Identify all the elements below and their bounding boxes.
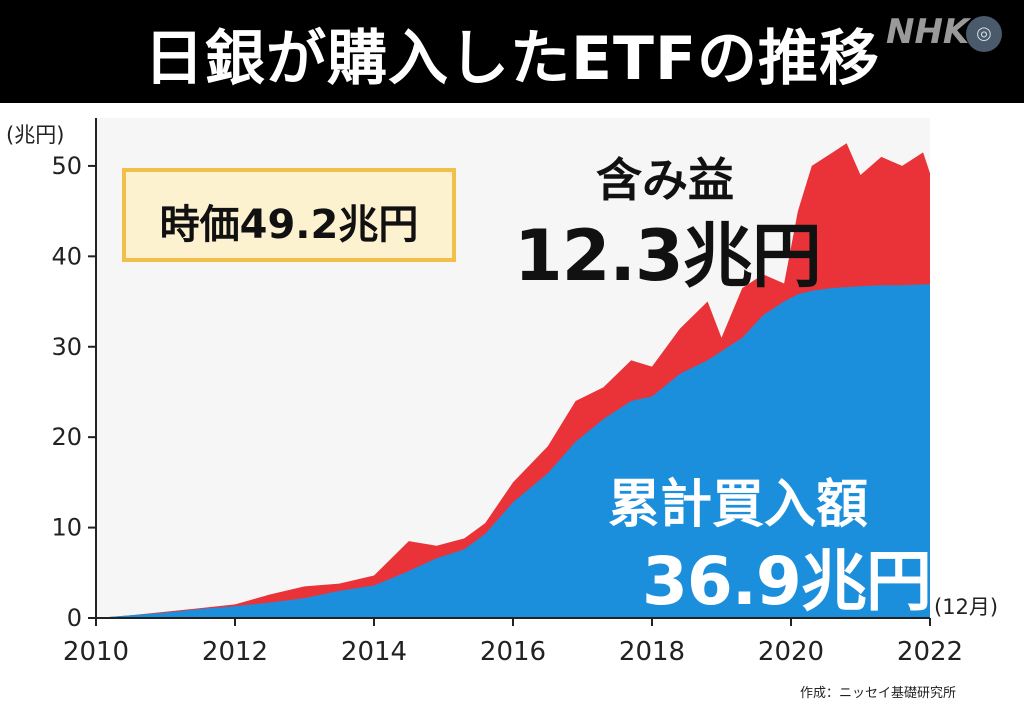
x-tick-label: 2018 xyxy=(619,637,685,667)
x-tick-label: 2022 xyxy=(897,637,963,667)
y-tick-label: 40 xyxy=(51,242,82,270)
y-tick-label: 20 xyxy=(51,423,82,451)
nhk-logo: NHK xyxy=(886,12,970,52)
y-tick-label: 10 xyxy=(51,514,82,542)
y-tick-label: 0 xyxy=(67,604,82,632)
x-axis-unit: (12月) xyxy=(934,595,998,619)
cumulative-purchase-value: 36.9兆円 xyxy=(642,543,932,620)
cumulative-purchase-area xyxy=(96,284,930,618)
y-tick-label: 30 xyxy=(51,333,82,361)
y-axis-unit: (兆円) xyxy=(6,123,64,147)
market-value-text: 時価49.2兆円 xyxy=(159,202,419,248)
unrealized-gain-value: 12.3兆円 xyxy=(514,215,822,297)
title-bar xyxy=(0,0,1024,103)
x-tick-label: 2010 xyxy=(63,637,129,667)
x-tick-label: 2014 xyxy=(341,637,407,667)
watermark-icon: ◎ xyxy=(966,16,1002,52)
y-tick-label: 50 xyxy=(51,152,82,180)
x-tick-label: 2012 xyxy=(202,637,268,667)
x-tick-label: 2016 xyxy=(480,637,546,667)
source-note: 作成：ニッセイ基礎研究所 xyxy=(800,686,957,701)
market-value-box: 時価49.2兆円 xyxy=(122,168,456,262)
x-tick-label: 2020 xyxy=(758,637,824,667)
chart-title: 日銀が購入したETFの推移 xyxy=(144,24,880,94)
unrealized-gain-label: 含み益 xyxy=(596,153,734,207)
cumulative-purchase-label: 累計買入額 xyxy=(608,475,869,535)
